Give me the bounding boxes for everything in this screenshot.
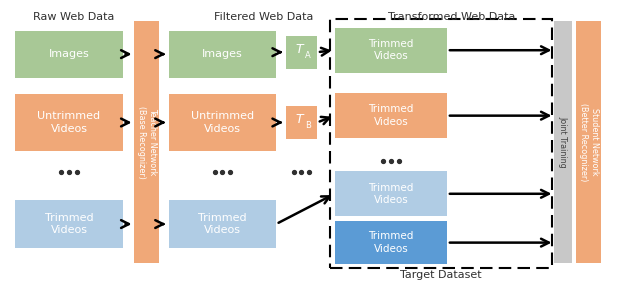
Text: Student Network
(Better Recognizer): Student Network (Better Recognizer) [579,103,598,181]
Text: Trimmed
Videos: Trimmed Videos [368,39,413,61]
Bar [554,21,572,263]
Bar [286,36,317,69]
Text: Raw Web Data: Raw Web Data [33,12,115,22]
Bar [168,94,276,151]
Bar [335,28,447,73]
Text: Joint Training: Joint Training [559,116,568,168]
Text: T: T [296,113,303,126]
Text: A: A [305,51,311,60]
Text: Trimmed
Videos: Trimmed Videos [368,183,413,205]
Bar [15,94,123,151]
Bar [15,200,123,248]
Bar [134,21,159,263]
Text: Untrimmed
Videos: Untrimmed Videos [191,111,254,134]
Bar [330,19,552,268]
Text: Filtered Web Data: Filtered Web Data [214,12,313,22]
Text: T: T [296,43,303,56]
Text: Teacher Network
(Base Recognizer): Teacher Network (Base Recognizer) [136,106,157,179]
Text: Trimmed
Videos: Trimmed Videos [368,104,413,127]
Bar [335,93,447,138]
Text: B: B [305,121,311,130]
Text: Images: Images [202,49,243,59]
Text: Untrimmed
Videos: Untrimmed Videos [38,111,100,134]
Bar [15,31,123,78]
Bar [335,221,447,264]
Text: Trimmed
Videos: Trimmed Videos [368,231,413,254]
Bar [576,21,601,263]
Text: Trimmed
Videos: Trimmed Videos [45,213,93,235]
Text: Images: Images [49,49,90,59]
Bar [168,31,276,78]
Bar [335,171,447,216]
Text: Target Dataset: Target Dataset [400,270,482,280]
Text: Trimmed
Videos: Trimmed Videos [198,213,246,235]
Bar [168,200,276,248]
Text: Transformed Web Data: Transformed Web Data [388,12,516,22]
Bar [286,106,317,139]
